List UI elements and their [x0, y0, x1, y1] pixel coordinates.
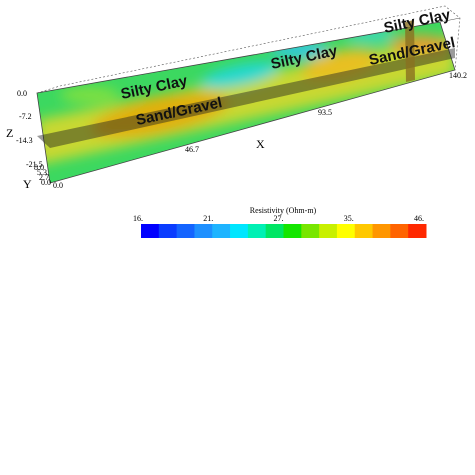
color-cell — [212, 224, 231, 238]
z-tick-label: -7.2 — [19, 112, 32, 121]
color-cell — [247, 224, 267, 238]
axis-title: Z — [6, 126, 13, 140]
x-tick-label: 140.2 — [449, 71, 467, 80]
colorbar: 16. 21. 27. 35. 46. — [133, 214, 427, 238]
color-cell — [336, 224, 356, 238]
color-cell — [141, 224, 160, 238]
color-cell — [354, 224, 374, 238]
color-cell — [372, 224, 391, 238]
color-cell — [319, 224, 338, 238]
color-cell — [158, 224, 178, 238]
x-tick-label: 46.7 — [185, 145, 199, 154]
y-tick-label: 8.0 — [34, 163, 44, 172]
colorbar-tick-label: 46. — [414, 214, 424, 223]
z-tick-label: -14.3 — [16, 136, 33, 145]
color-cell — [230, 224, 249, 238]
y-tick-label: 5.3 — [37, 168, 47, 177]
color-cell — [176, 224, 195, 238]
colorbar-tick-label: 21. — [203, 214, 213, 223]
color-cell — [194, 224, 213, 238]
color-cell — [265, 224, 284, 238]
color-cell — [408, 224, 427, 238]
x-tick-label: 93.5 — [318, 108, 332, 117]
colorbar-tick-label: 27. — [274, 214, 284, 223]
color-cell — [283, 224, 302, 238]
colorbar-title: Resistivity (Ohm-m) — [250, 206, 317, 215]
colorbar-tick-label: 35. — [344, 214, 354, 223]
color-cell — [301, 224, 320, 238]
z-tick-label: -21.5 — [26, 160, 43, 169]
z-tick-label: 0.0 — [17, 89, 27, 98]
axis-title: X — [256, 137, 265, 151]
colorbar-tick-label: 16. — [133, 214, 143, 223]
x-tick-label: 0.0 — [53, 181, 63, 190]
y-tick-label: 2.7 — [39, 173, 49, 182]
y-tick-label: 0.0 — [41, 178, 51, 187]
color-cell — [390, 224, 409, 238]
axis-title: Y — [23, 177, 32, 191]
